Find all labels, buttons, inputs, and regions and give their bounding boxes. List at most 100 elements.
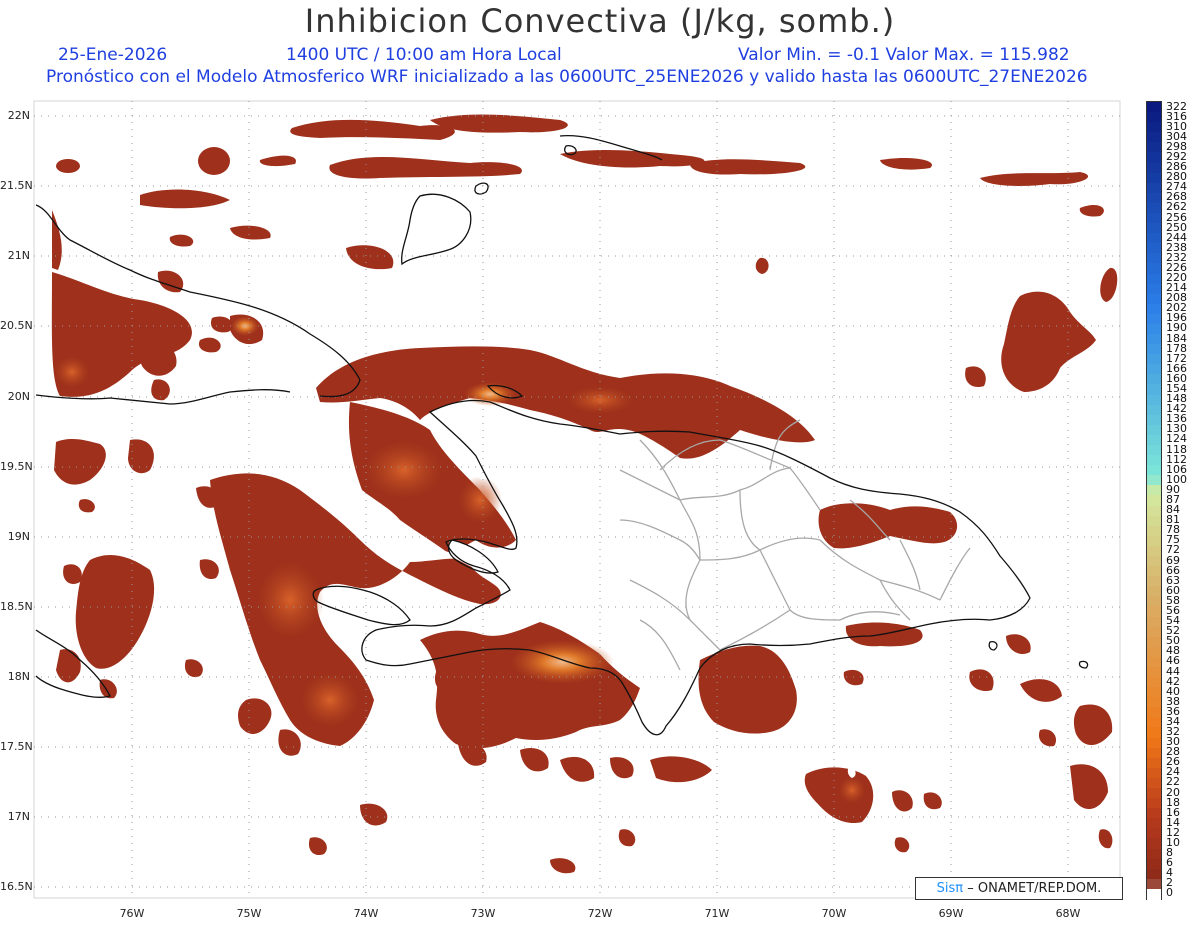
color-scale-label: 42 [1166,674,1180,688]
color-scale-segment [1147,475,1161,486]
color-scale-label: 286 [1166,160,1187,174]
color-scale-segment [1147,596,1161,608]
color-scale-bar [1146,101,1162,900]
color-scale-segment [1147,182,1161,194]
color-scale-segment [1147,566,1161,577]
color-scale-label: 63 [1166,573,1180,587]
color-scale-label: 256 [1166,210,1187,224]
color-scale-segment [1147,323,1161,335]
color-scale-label: 202 [1166,301,1187,315]
color-scale-segment [1147,394,1161,406]
color-scale-segment [1147,132,1161,143]
color-scale-segment [1147,798,1161,809]
color-scale-segment [1147,818,1161,829]
color-scale-label: 12 [1166,825,1180,839]
color-scale-segment [1147,202,1161,214]
color-scale-label: 75 [1166,533,1180,547]
color-scale-label: 208 [1166,291,1187,305]
valid-time: 1400 UTC / 10:00 am Hora Local [286,45,562,65]
color-scale-label: 226 [1166,260,1187,274]
lon-label: 73W [470,907,496,920]
color-scale-label: 178 [1166,341,1187,355]
lat-label: 21.5N [0,179,33,192]
color-scale-label: 148 [1166,392,1187,406]
color-scale-label: 118 [1166,442,1187,456]
color-scale-label: 50 [1166,634,1180,648]
color-scale-segment [1147,515,1161,527]
lat-label: 20N [7,390,30,403]
color-scale-segment [1147,545,1161,557]
color-scale-segment [1147,223,1161,234]
lon-label: 71W [704,907,730,920]
color-scale-segment [1147,808,1161,819]
color-scale-label: 60 [1166,583,1180,597]
color-scale-label: 69 [1166,553,1180,567]
color-scale-segment [1147,697,1161,708]
color-scale-label: 172 [1166,351,1187,365]
coastlines [35,134,1089,736]
color-scale-label: 54 [1166,614,1180,628]
color-scale-label: 38 [1166,694,1180,708]
color-scale-label: 292 [1166,149,1187,163]
color-scale-segment [1147,384,1161,396]
color-scale-segment [1147,636,1161,648]
color-scale-segment [1147,424,1161,436]
color-scale-segment [1147,172,1161,184]
color-scale-label: 304 [1166,129,1187,143]
color-scale-segment [1147,586,1161,597]
color-scale-segment [1147,505,1161,517]
color-scale-segment [1147,878,1161,890]
color-scale-label: 44 [1166,664,1180,678]
color-scale-segment [1147,606,1161,618]
color-scale-label: 18 [1166,795,1180,809]
color-scale-label: 66 [1166,563,1180,577]
color-scale-segment [1147,888,1161,900]
color-scale-segment [1147,616,1161,628]
lon-label: 74W [353,907,379,920]
color-scale-segment [1147,212,1161,224]
color-scale-label: 58 [1166,593,1180,607]
color-scale-label: 81 [1166,513,1180,527]
color-scale-segment [1147,253,1161,265]
color-scale-segment [1147,485,1161,497]
color-scale-label: 56 [1166,603,1180,617]
color-scale-segment [1147,374,1161,386]
lat-label: 17.5N [0,740,33,753]
lon-label: 76W [119,907,145,920]
lat-label: 18.5N [0,600,33,613]
lat-label: 19.5N [0,460,33,473]
lat-label: 18N [7,670,30,683]
color-scale-label: 72 [1166,543,1180,557]
color-scale-label: 10 [1166,836,1180,849]
color-scale-segment [1147,455,1161,466]
color-scale-label: 298 [1166,139,1187,153]
color-scale-segment [1147,334,1161,345]
brand-logo-text: Sisπ [936,881,964,896]
color-scale-segment [1147,717,1161,729]
color-scale-label: 244 [1166,230,1187,244]
color-scale-label: 2 [1166,876,1173,890]
color-scale-label: 232 [1166,250,1187,264]
color-scale-label: 6 [1166,856,1173,870]
credit-box: Sisπ – ONAMET/REP.DOM. [915,877,1123,900]
color-scale-segment [1147,354,1161,365]
forecast-info: Pronóstico con el Modelo Atmosferico WRF… [46,67,1088,87]
color-scale-segment [1147,858,1161,870]
run-date: 25-Ene-2026 [58,45,168,65]
color-scale-label: 124 [1166,432,1187,446]
color-scale-label: 184 [1166,331,1187,345]
color-scale-segment [1147,192,1161,204]
color-scale-label: 48 [1166,644,1180,658]
color-scale-label: 90 [1166,482,1180,496]
color-scale-segment [1147,152,1161,164]
color-scale-segment [1147,434,1161,446]
color-scale-label: 268 [1166,190,1187,204]
color-scale-label: 28 [1166,745,1180,759]
color-scale-segment [1147,283,1161,295]
color-scale-label: 20 [1166,785,1180,799]
color-scale-segment [1147,788,1161,799]
lat-label: 20.5N [0,319,33,332]
color-scale-label: 250 [1166,220,1187,234]
color-scale-segment [1147,626,1161,638]
color-scale-segment [1147,677,1161,688]
